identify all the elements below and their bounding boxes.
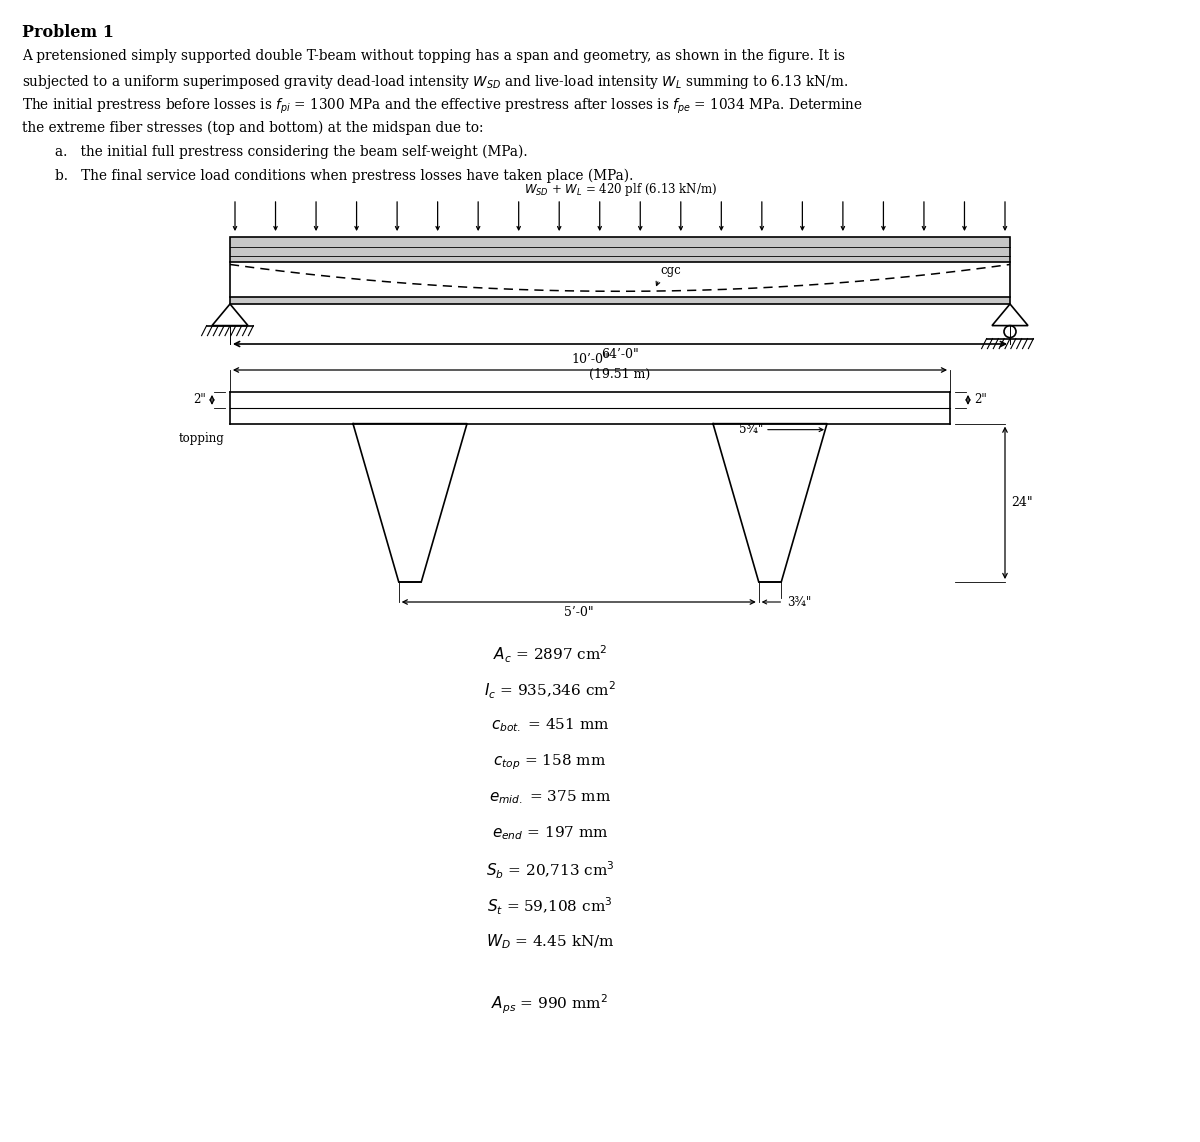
Bar (230, 297, 1010, 304)
Text: Problem 1: Problem 1 (22, 24, 114, 41)
Text: $A_{ps}$ = 990 mm$^2$: $A_{ps}$ = 990 mm$^2$ (491, 994, 608, 1016)
Text: the extreme fiber stresses (top and bottom) at the midspan due to:: the extreme fiber stresses (top and bott… (22, 121, 484, 136)
Bar (230, 238, 1010, 263)
Text: 64’-0": 64’-0" (601, 348, 638, 361)
Text: (19.51 m): (19.51 m) (589, 368, 650, 381)
Text: $c_{top}$ = 158 mm: $c_{top}$ = 158 mm (493, 751, 607, 772)
Text: 5¾": 5¾" (739, 424, 763, 436)
Text: topping: topping (179, 432, 224, 444)
Text: $W_D$ = 4.45 kN/m: $W_D$ = 4.45 kN/m (486, 932, 614, 950)
Text: 24": 24" (1012, 497, 1033, 509)
Polygon shape (212, 304, 248, 325)
Text: 3¾": 3¾" (787, 595, 811, 609)
Text: cgc: cgc (660, 264, 680, 278)
Text: subjected to a uniform superimposed gravity dead-load intensity $W_{SD}$ and liv: subjected to a uniform superimposed grav… (22, 73, 848, 91)
Text: 10’-0": 10’-0" (571, 353, 608, 365)
Text: $e_{mid.}$ = 375 mm: $e_{mid.}$ = 375 mm (488, 788, 611, 806)
Text: 2": 2" (193, 393, 206, 407)
Text: $W_{SD}$ + $W_L$ = 420 plf (6.13 kN/m): $W_{SD}$ + $W_L$ = 420 plf (6.13 kN/m) (523, 180, 716, 198)
Text: $c_{bot.}$ = 451 mm: $c_{bot.}$ = 451 mm (491, 716, 610, 733)
Polygon shape (992, 304, 1028, 325)
Text: a.   the initial full prestress considering the beam self-weight (MPa).: a. the initial full prestress considerin… (55, 145, 528, 160)
Text: A pretensioned simply supported double T-beam without topping has a span and geo: A pretensioned simply supported double T… (22, 49, 845, 63)
Text: $A_c$ = 2897 cm$^2$: $A_c$ = 2897 cm$^2$ (493, 644, 607, 666)
Text: $e_{end}$ = 197 mm: $e_{end}$ = 197 mm (492, 825, 608, 842)
Text: $S_t$ = 59,108 cm$^3$: $S_t$ = 59,108 cm$^3$ (487, 896, 613, 917)
Text: 2": 2" (974, 393, 986, 407)
Text: The initial prestress before losses is $f_{pi}$ = 1300 MPa and the effective pre: The initial prestress before losses is $… (22, 97, 863, 116)
Text: b.   The final service load conditions when prestress losses have taken place (M: b. The final service load conditions whe… (55, 169, 634, 184)
Text: $I_c$ = 935,346 cm$^2$: $I_c$ = 935,346 cm$^2$ (484, 679, 616, 701)
Text: 5’-0": 5’-0" (564, 606, 594, 619)
Text: $S_b$ = 20,713 cm$^3$: $S_b$ = 20,713 cm$^3$ (486, 860, 614, 882)
